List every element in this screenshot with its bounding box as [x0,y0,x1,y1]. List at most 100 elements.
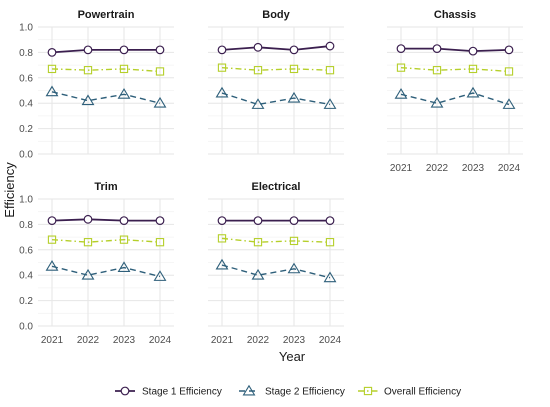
facet-panel-powertrain: Powertrain 0.0 0.2 0.4 0.6 0.8 1.0 [19,9,174,161]
data-point-stage-1-efficiency [83,45,93,55]
y-tick-label: 0.2 [19,296,33,307]
series-line-overall-efficiency [400,66,510,73]
data-point-stage-1-efficiency [253,42,263,52]
x-tick-label: 2024 [319,335,342,346]
data-point-overall-efficiency [468,64,478,74]
facet-panel-electrical: Electrical 2021 2022 2023 2024 [208,181,344,346]
legend-item-stage-2-efficiency: Stage 2 Efficiency [239,384,345,398]
series-line-stage-1-efficiency [401,47,510,53]
series-line-overall-efficiency [221,66,331,71]
data-point-stage-2-efficiency [287,262,301,274]
data-point-stage-1-efficiency [47,216,57,225]
series-line-stage-2-efficiency [221,264,331,279]
data-point-stage-1-efficiency [155,45,165,55]
data-point-stage-1-efficiency [325,216,335,225]
series-line-overall-efficiency [51,68,161,73]
data-point-overall-efficiency [217,234,227,243]
x-tick-label: 2022 [77,335,100,346]
facet-title: Trim [94,181,117,193]
data-point-stage-2-efficiency [502,98,516,109]
data-point-overall-efficiency [432,66,442,75]
x-tick-label: 2024 [149,335,172,346]
y-tick-label: 0.4 [19,271,33,282]
data-point-stage-1-efficiency [253,216,263,225]
legend-item-stage-1-efficiency: Stage 1 Efficiency [115,387,222,398]
data-point-overall-efficiency [325,66,335,75]
series-line-overall-efficiency [221,237,331,243]
y-tick-label: 0.2 [19,124,33,135]
data-point-overall-efficiency [217,63,227,72]
y-tick-label: 0.0 [19,150,33,161]
legend-item-overall-efficiency: Overall Efficiency [358,387,461,398]
data-point-stage-1-efficiency [119,216,129,225]
series-line-stage-2-efficiency [51,265,161,278]
y-axis-title: Efficiency [2,162,17,218]
series-line-stage-2-efficiency [400,92,510,106]
data-point-overall-efficiency [47,64,57,74]
x-tick-label: 2022 [426,163,449,174]
y-tick-label: 1.0 [19,23,33,34]
legend: Stage 1 Efficiency Stage 2 Efficiency Over… [115,384,461,398]
data-point-overall-efficiency [396,63,406,72]
data-point-stage-2-efficiency [153,270,167,281]
data-point-overall-efficiency [253,66,263,75]
data-point-stage-2-efficiency [81,94,95,106]
x-tick-label: 2021 [390,163,413,174]
x-tick-label: 2022 [247,335,270,346]
y-tick-label: 1.0 [19,195,33,206]
data-point-stage-1-efficiency [217,45,227,55]
x-tick-label: 2024 [498,163,521,174]
data-point-stage-2-efficiency [466,86,480,98]
data-point-stage-1-efficiency [289,45,299,55]
x-tick-label: 2021 [41,335,64,346]
y-tick-label: 0.8 [19,48,33,59]
legend-label: Stage 1 Efficiency [142,387,222,398]
data-point-overall-efficiency [83,238,93,247]
data-point-stage-2-efficiency [323,98,337,109]
data-point-overall-efficiency [119,64,129,74]
data-point-stage-2-efficiency [153,96,167,108]
data-point-overall-efficiency [83,66,93,75]
series-line-stage-2-efficiency [221,92,331,106]
legend-label: Overall Efficiency [384,387,461,398]
data-point-stage-2-efficiency [430,96,444,108]
data-point-stage-2-efficiency [215,258,229,270]
data-point-stage-2-efficiency [394,88,408,99]
data-point-stage-1-efficiency [289,216,299,225]
data-point-stage-2-efficiency [45,260,59,271]
data-point-stage-2-efficiency [117,261,131,273]
y-tick-label: 0.0 [19,322,33,333]
y-tick-label: 0.6 [19,73,33,84]
data-point-overall-efficiency [289,64,299,74]
data-point-stage-1-efficiency [155,216,165,225]
series-line-overall-efficiency [51,238,161,243]
data-point-overall-efficiency [155,238,165,247]
facet-title: Body [262,9,290,21]
data-point-overall-efficiency [155,67,165,76]
legend-marker [363,386,373,396]
x-axis-title: Year [279,349,306,364]
data-point-overall-efficiency [504,67,514,76]
facet-panel-chassis: Chassis 2021 2022 2023 2024 [387,9,523,174]
data-point-overall-efficiency [119,235,129,244]
data-point-stage-2-efficiency [215,86,229,98]
legend-marker [120,386,130,396]
data-point-stage-2-efficiency [323,271,337,283]
data-point-overall-efficiency [289,236,299,246]
data-point-stage-1-efficiency [217,216,227,225]
legend-marker [242,384,256,396]
series-line-stage-1-efficiency [51,48,160,54]
data-point-stage-1-efficiency [47,48,57,57]
y-tick-label: 0.4 [19,99,33,110]
series-line-stage-1-efficiency [221,45,331,51]
x-tick-label: 2023 [283,335,306,346]
data-point-stage-1-efficiency [119,45,129,55]
facet-title: Chassis [434,9,476,21]
data-point-stage-2-efficiency [81,268,95,280]
facet-panel-trim: Trim 0.0 0.2 0.4 0.6 0.8 1.0 2021 2022 2023 2024 [19,181,174,346]
facet-title: Powertrain [78,9,135,21]
data-point-stage-1-efficiency [432,44,442,53]
data-point-stage-1-efficiency [468,46,478,56]
